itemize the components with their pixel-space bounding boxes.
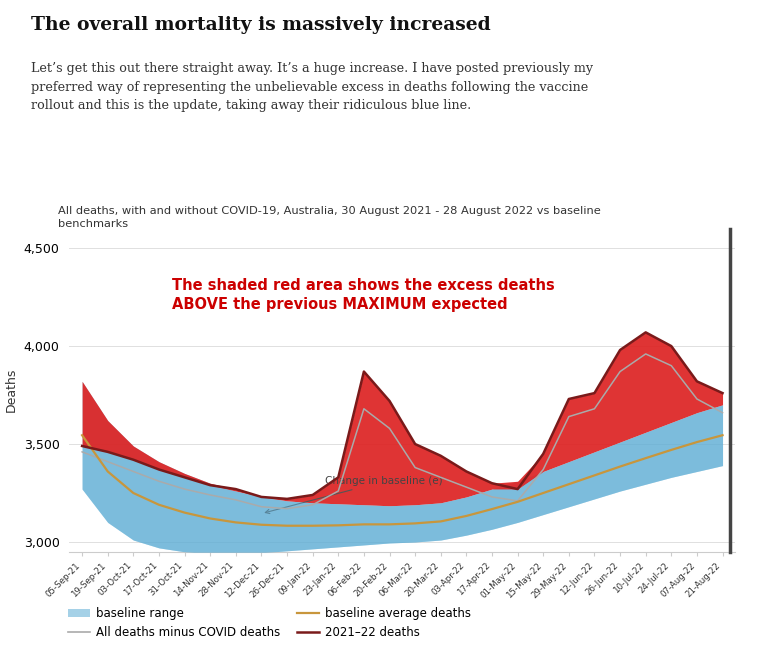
Text: Change in baseline (e): Change in baseline (e) (266, 476, 443, 513)
Text: The shaded red area shows the excess deaths
ABOVE the previous MAXIMUM expected: The shaded red area shows the excess dea… (172, 278, 554, 311)
Y-axis label: Deaths: Deaths (5, 368, 18, 412)
Text: The overall mortality is massively increased: The overall mortality is massively incre… (31, 16, 490, 35)
Text: All deaths, with and without COVID-19, Australia, 30 August 2021 - 28 August 202: All deaths, with and without COVID-19, A… (58, 206, 601, 229)
Text: Let’s get this out there straight away. It’s a huge increase. I have posted prev: Let’s get this out there straight away. … (31, 62, 593, 112)
Legend: baseline range, All deaths minus COVID deaths, baseline average deaths, 2021–22 : baseline range, All deaths minus COVID d… (64, 603, 475, 644)
